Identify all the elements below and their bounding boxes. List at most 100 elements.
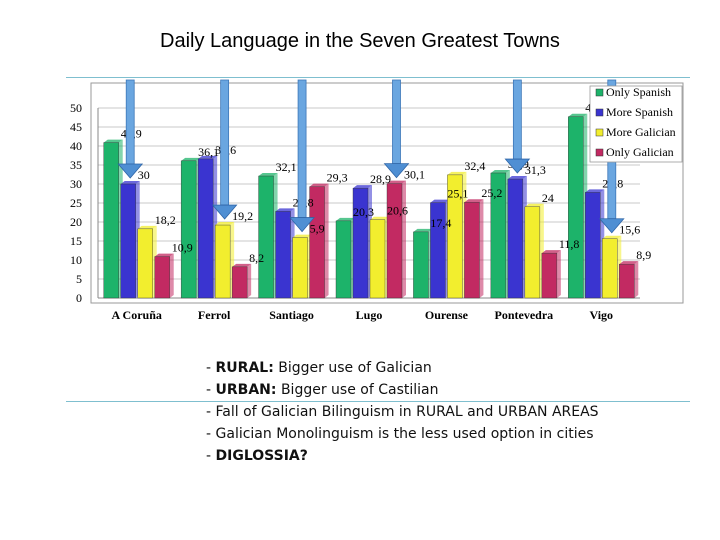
- data-label: 8,9: [636, 248, 651, 262]
- bar-top: [602, 235, 622, 239]
- data-label: 18,2: [155, 213, 176, 227]
- data-label: 32,4: [464, 159, 485, 173]
- bar-top: [275, 208, 295, 212]
- data-label: 15,6: [619, 223, 640, 237]
- legend-swatch: [595, 128, 604, 137]
- note-item: - Galician Monolinguism is the less used…: [206, 426, 594, 442]
- data-label: 11,8: [559, 237, 580, 251]
- bar: [154, 256, 170, 299]
- chart-title: Daily Language in the Seven Greatest Tow…: [160, 30, 560, 52]
- legend-box: [589, 85, 683, 163]
- bar-top: [154, 253, 174, 257]
- bar-top: [619, 261, 639, 265]
- arrow-marker: [383, 79, 410, 179]
- data-label: 20,3: [353, 205, 374, 219]
- data-label: 8,2: [249, 251, 264, 265]
- bar-top: [198, 155, 218, 159]
- data-label: 24: [542, 191, 554, 205]
- bar-side: [634, 261, 639, 298]
- bar-top: [370, 216, 389, 220]
- y-tick-label: 0: [76, 291, 82, 305]
- data-label: 29,3: [327, 171, 348, 185]
- data-label: 25,1: [447, 187, 468, 201]
- bar: [447, 174, 463, 299]
- legend-label: Only Galician: [606, 145, 674, 159]
- note-item: - URBAN: Bigger use of Castilian: [206, 382, 439, 398]
- bar: [464, 202, 480, 299]
- data-label: 19,2: [232, 209, 253, 223]
- bar: [231, 266, 248, 299]
- data-label: 36,1: [198, 145, 219, 159]
- bar-top: [387, 180, 406, 184]
- data-label: 17,4: [430, 216, 451, 230]
- bar: [292, 237, 308, 299]
- bar-top: [464, 199, 484, 203]
- x-tick-label: Ferrol: [198, 308, 231, 322]
- bar: [137, 228, 153, 299]
- bar-top: [585, 189, 605, 193]
- bar: [309, 186, 325, 299]
- bar-top: [258, 173, 278, 177]
- bar: [413, 231, 429, 299]
- data-label: 20,6: [387, 204, 408, 218]
- arrow-marker: [289, 79, 315, 233]
- bar: [258, 175, 274, 299]
- data-label: 30: [138, 168, 150, 182]
- bar-top: [232, 263, 252, 267]
- y-tick-label: 5: [76, 272, 82, 286]
- bar-side: [247, 263, 252, 298]
- legend-label: More Spanish: [606, 105, 673, 119]
- bar-side: [169, 253, 174, 298]
- bar-side: [324, 183, 329, 298]
- bar: [524, 206, 541, 299]
- bar-top: [507, 176, 527, 180]
- note-item: - RURAL: Bigger use of Galician: [206, 360, 432, 376]
- bar-top: [181, 157, 201, 161]
- note-item: - Fall of Galician Bilinguism in RURAL a…: [206, 404, 599, 420]
- y-tick-label: 20: [70, 215, 82, 229]
- legend-label: Only Spanish: [606, 85, 671, 99]
- arrow-marker: [211, 79, 238, 220]
- bar-top: [490, 169, 510, 173]
- data-label: 28,9: [370, 172, 391, 186]
- bar: [507, 178, 524, 299]
- data-label: 5,9: [310, 222, 325, 236]
- x-tick-label: Santiago: [269, 308, 314, 322]
- bar: [541, 252, 558, 299]
- bar: [602, 238, 618, 299]
- bar: [430, 202, 446, 299]
- bar-top: [336, 217, 355, 221]
- bar-top: [541, 250, 561, 254]
- bar: [214, 224, 231, 299]
- bar: [103, 142, 119, 299]
- data-label: 10,9: [172, 241, 193, 255]
- bar-top: [103, 139, 123, 143]
- arrow-marker: [117, 79, 144, 179]
- y-tick-label: 30: [70, 177, 82, 191]
- top-divider: [66, 77, 690, 78]
- y-tick-label: 15: [70, 234, 82, 248]
- bar-top: [309, 183, 329, 187]
- bar-top: [447, 171, 467, 175]
- x-tick-label: Lugo: [356, 308, 383, 322]
- bar: [369, 219, 386, 299]
- bar: [386, 183, 403, 299]
- data-label: 25,2: [481, 186, 502, 200]
- bar-side: [556, 250, 561, 298]
- y-tick-label: 25: [70, 196, 82, 210]
- middle-divider: [66, 401, 690, 402]
- x-tick-label: A Coruña: [112, 308, 162, 322]
- bar-top: [353, 185, 372, 189]
- bar: [352, 187, 369, 299]
- bar: [619, 263, 635, 299]
- legend-label: More Galician: [606, 125, 676, 139]
- x-tick-label: Vigo: [590, 308, 614, 322]
- bar-top: [430, 199, 450, 203]
- bar: [197, 158, 214, 299]
- bar: [335, 220, 352, 299]
- legend: Only Spanish More Spanish More Galician Onl…: [589, 85, 683, 163]
- bar-top: [215, 222, 235, 226]
- bar: [568, 116, 584, 299]
- bar-top: [120, 181, 140, 184]
